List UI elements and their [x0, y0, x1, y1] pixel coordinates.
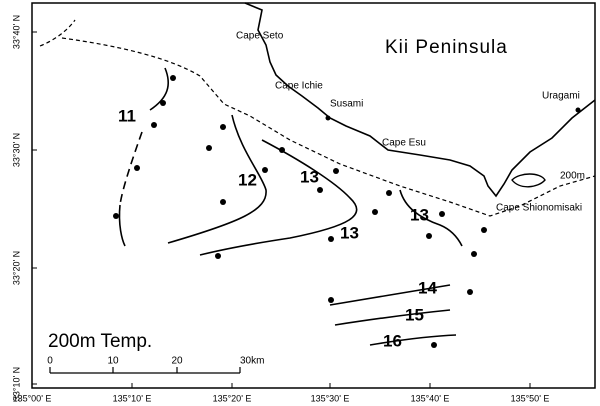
- x-tick-label: 135°50' E: [511, 393, 550, 403]
- station: [317, 187, 323, 193]
- x-tick-label: 135°00' E: [13, 393, 52, 403]
- station: [467, 289, 473, 295]
- station: [386, 190, 392, 196]
- station: [481, 227, 487, 233]
- station: [134, 165, 140, 171]
- station: [328, 297, 334, 303]
- station: [439, 211, 445, 217]
- station: [206, 145, 212, 151]
- x-tick-label: 135°30' E: [311, 393, 350, 403]
- scale-label: 30km: [240, 356, 264, 367]
- contour: [149, 67, 169, 111]
- contour-label: 12: [238, 170, 257, 189]
- place-name: Cape Seto: [236, 31, 284, 42]
- place-name: Uragami: [542, 91, 580, 102]
- station: [372, 209, 378, 215]
- coastline: [244, 2, 596, 198]
- contour-label: 16: [383, 331, 402, 350]
- place-marker: [325, 115, 331, 121]
- place-name: Susami: [330, 99, 363, 110]
- station: [215, 253, 221, 259]
- contour-label: 13: [410, 205, 429, 224]
- station: [333, 168, 339, 174]
- contour-label: 11: [118, 106, 136, 125]
- station: [328, 236, 334, 242]
- contour: [334, 309, 451, 326]
- scale-label: 20: [171, 356, 183, 367]
- scale-label: 0: [47, 356, 53, 367]
- isobath-label: 200m: [560, 171, 585, 182]
- contour: [199, 139, 358, 256]
- contour: [369, 334, 457, 346]
- place-name: Cape Ichie: [275, 81, 323, 92]
- station: [279, 147, 285, 153]
- station: [220, 199, 226, 205]
- station: [151, 122, 157, 128]
- contour-label: 15: [405, 305, 424, 324]
- place-marker: [575, 107, 581, 113]
- station: [471, 251, 477, 257]
- contour-label: 14: [418, 278, 437, 297]
- region-title: Kii Peninsula: [385, 37, 508, 58]
- y-tick-label: 33°10' N: [11, 367, 21, 401]
- scale-bar: [49, 367, 241, 374]
- contours: [118, 67, 463, 346]
- place-name: Cape Esu: [382, 138, 426, 149]
- coastline-bay: [511, 173, 546, 188]
- contour: [118, 204, 126, 247]
- y-tick-label: 33°30' N: [11, 133, 21, 167]
- station: [220, 124, 226, 130]
- contour: [119, 131, 143, 206]
- contour-label: 13: [300, 167, 319, 186]
- place-name: Cape Shionomisaki: [496, 203, 582, 214]
- scale-label: 10: [107, 356, 119, 367]
- station: [431, 342, 437, 348]
- x-tick-label: 135°20' E: [213, 393, 252, 403]
- contour: [399, 189, 463, 247]
- y-tick-label: 33°40' N: [11, 15, 21, 49]
- station: [170, 75, 176, 81]
- station: [262, 167, 268, 173]
- map-frame: [31, 2, 596, 389]
- contour: [329, 284, 451, 306]
- station: [113, 213, 119, 219]
- map-label: 200m Temp.: [48, 331, 152, 352]
- x-tick-label: 135°10' E: [113, 393, 152, 403]
- isobath-200m: [39, 19, 596, 217]
- x-tick-label: 135°40' E: [411, 393, 450, 403]
- contour-label: 13: [340, 223, 359, 242]
- contour: [167, 114, 267, 244]
- stations: [113, 75, 581, 348]
- station: [160, 100, 166, 106]
- y-tick-label: 33°20' N: [11, 251, 21, 285]
- station: [426, 233, 432, 239]
